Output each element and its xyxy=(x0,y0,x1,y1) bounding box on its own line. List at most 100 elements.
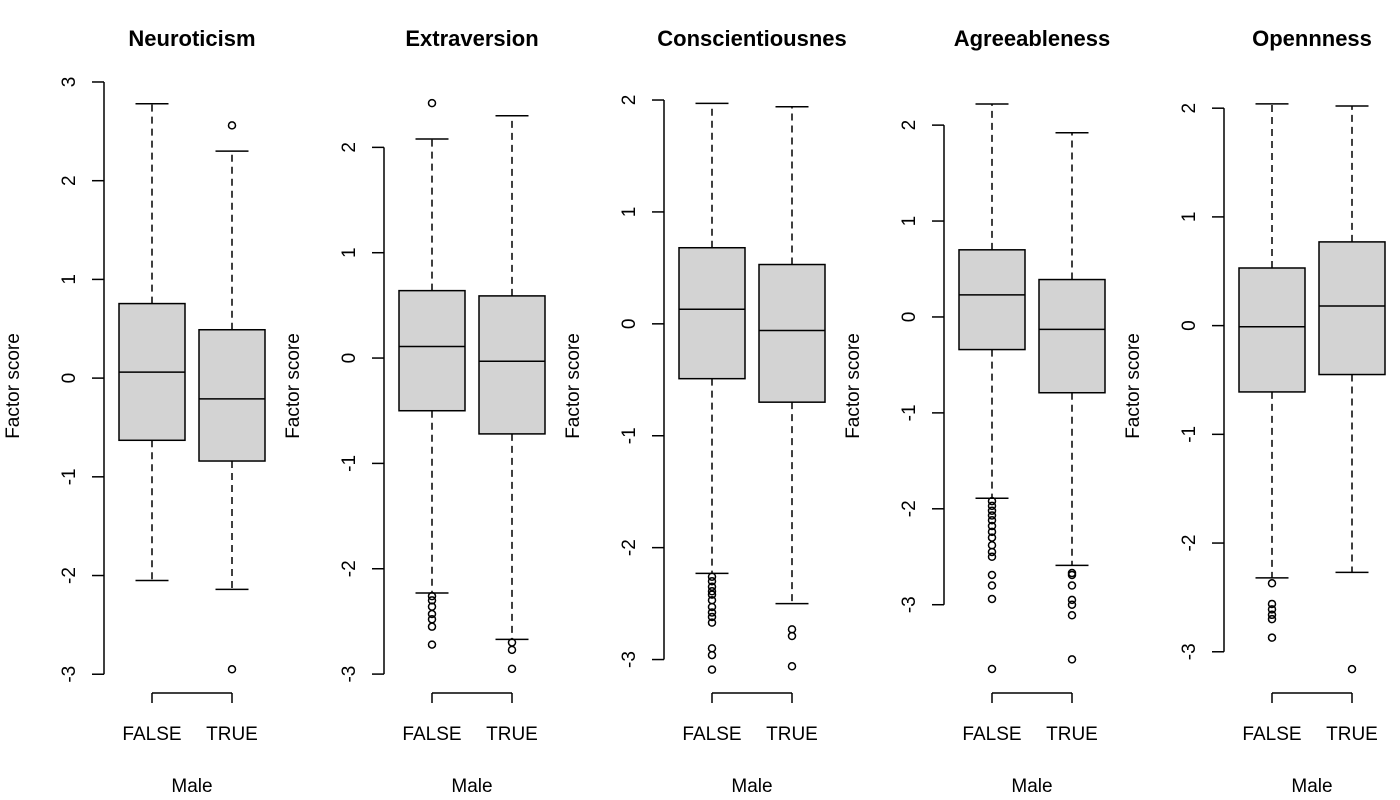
box xyxy=(1038,278,1106,394)
outlier xyxy=(707,587,717,596)
outlier xyxy=(987,552,997,562)
box xyxy=(958,249,1026,351)
y-tick-label: 0 xyxy=(619,319,640,330)
x-axis-label: Male xyxy=(1291,776,1332,797)
outlier xyxy=(987,506,997,515)
outlier xyxy=(1067,581,1077,590)
box xyxy=(198,328,266,462)
panel-title: Conscientiousnes xyxy=(657,26,846,51)
outlier xyxy=(1067,600,1077,609)
y-tick-label: -2 xyxy=(1179,535,1200,552)
outlier xyxy=(1267,605,1277,614)
y-tick-label: -1 xyxy=(1179,426,1200,443)
y-tick-label: -2 xyxy=(339,560,360,577)
panel-title: Neuroticism xyxy=(128,26,255,51)
y-axis-label: Factor score xyxy=(3,333,24,439)
outlier xyxy=(227,121,237,130)
outlier xyxy=(987,664,997,674)
y-tick-label: -1 xyxy=(619,427,640,444)
y-tick-label: -2 xyxy=(59,567,80,584)
y-tick-label: 0 xyxy=(339,353,360,364)
panel-title: Agreeableness xyxy=(954,26,1111,51)
outlier xyxy=(987,496,997,506)
y-axis-label: Factor score xyxy=(563,333,584,439)
outlier xyxy=(987,516,997,525)
outlier xyxy=(707,612,717,622)
outlier xyxy=(987,511,997,520)
outlier xyxy=(427,640,437,649)
y-tick-label: 1 xyxy=(619,207,640,218)
x-tick-label: TRUE xyxy=(1046,724,1098,745)
x-tick-label: TRUE xyxy=(1326,724,1378,745)
x-axis-label: Male xyxy=(731,776,772,797)
outlier xyxy=(987,594,997,604)
outlier xyxy=(787,631,797,641)
box xyxy=(1318,241,1386,376)
outlier xyxy=(507,664,517,674)
y-tick-label: -1 xyxy=(899,404,920,421)
y-tick-label: 3 xyxy=(59,77,80,88)
outlier xyxy=(707,608,717,617)
y-tick-label: -1 xyxy=(59,468,80,485)
outlier xyxy=(1267,633,1277,642)
x-axis-label: Male xyxy=(1011,776,1052,797)
outlier xyxy=(1267,614,1277,624)
y-axis-label: Factor score xyxy=(1123,333,1144,439)
x-axis-label: Male xyxy=(451,776,492,797)
outlier xyxy=(707,665,717,674)
x-tick-label: TRUE xyxy=(766,724,818,745)
box xyxy=(398,289,466,412)
outlier xyxy=(427,609,437,619)
outlier xyxy=(787,662,797,671)
y-tick-label: 0 xyxy=(899,312,920,323)
outlier xyxy=(1067,655,1077,664)
y-tick-label: 2 xyxy=(619,95,640,106)
panel: Neuroticism Male Factor score -3 -2 -1 0 1 2 3 FAL… xyxy=(3,26,266,797)
outlier xyxy=(987,547,997,557)
panel: Extraversion Male Factor score -3 -2 -1 0 1 2 FAL… xyxy=(283,26,546,797)
outlier xyxy=(427,622,437,631)
outlier xyxy=(1267,579,1277,588)
outlier xyxy=(227,665,237,674)
y-tick-label: -3 xyxy=(899,596,920,613)
y-tick-label: -2 xyxy=(899,500,920,517)
outlier xyxy=(987,581,997,590)
y-tick-label: -3 xyxy=(59,666,80,683)
y-axis-label: Factor score xyxy=(843,333,864,439)
box xyxy=(1238,267,1306,393)
outlier xyxy=(507,645,517,655)
outlier xyxy=(1267,610,1277,620)
y-tick-label: -3 xyxy=(339,666,360,683)
outlier xyxy=(1347,664,1357,674)
outlier xyxy=(707,644,717,653)
x-tick-label: TRUE xyxy=(486,724,538,745)
box xyxy=(478,295,546,435)
x-tick-label: FALSE xyxy=(402,724,461,745)
y-tick-label: -1 xyxy=(339,455,360,472)
y-tick-label: 0 xyxy=(1179,320,1200,331)
y-tick-label: 1 xyxy=(899,216,920,227)
panel-title: Extraversion xyxy=(405,26,538,51)
y-axis-label: Factor score xyxy=(283,333,304,439)
outlier xyxy=(707,582,717,592)
outlier xyxy=(987,521,997,531)
x-tick-label: TRUE xyxy=(206,724,258,745)
outlier xyxy=(1067,611,1077,620)
box xyxy=(678,246,746,380)
y-tick-label: 1 xyxy=(1179,212,1200,223)
outlier xyxy=(987,570,997,580)
outlier xyxy=(707,572,717,581)
y-tick-label: 1 xyxy=(339,247,360,258)
x-axis-label: Male xyxy=(171,776,212,797)
outlier xyxy=(707,602,717,612)
x-tick-label: FALSE xyxy=(962,724,1021,745)
y-tick-label: 2 xyxy=(59,175,80,186)
outlier xyxy=(987,540,997,550)
x-tick-label: FALSE xyxy=(1242,724,1301,745)
panel: Conscientiousnes Male Factor score -3 -2 -1 0 1… xyxy=(563,26,847,797)
outlier xyxy=(427,98,437,108)
outlier xyxy=(787,625,797,634)
box xyxy=(758,263,826,403)
outlier xyxy=(1267,599,1277,609)
outlier xyxy=(707,650,717,660)
